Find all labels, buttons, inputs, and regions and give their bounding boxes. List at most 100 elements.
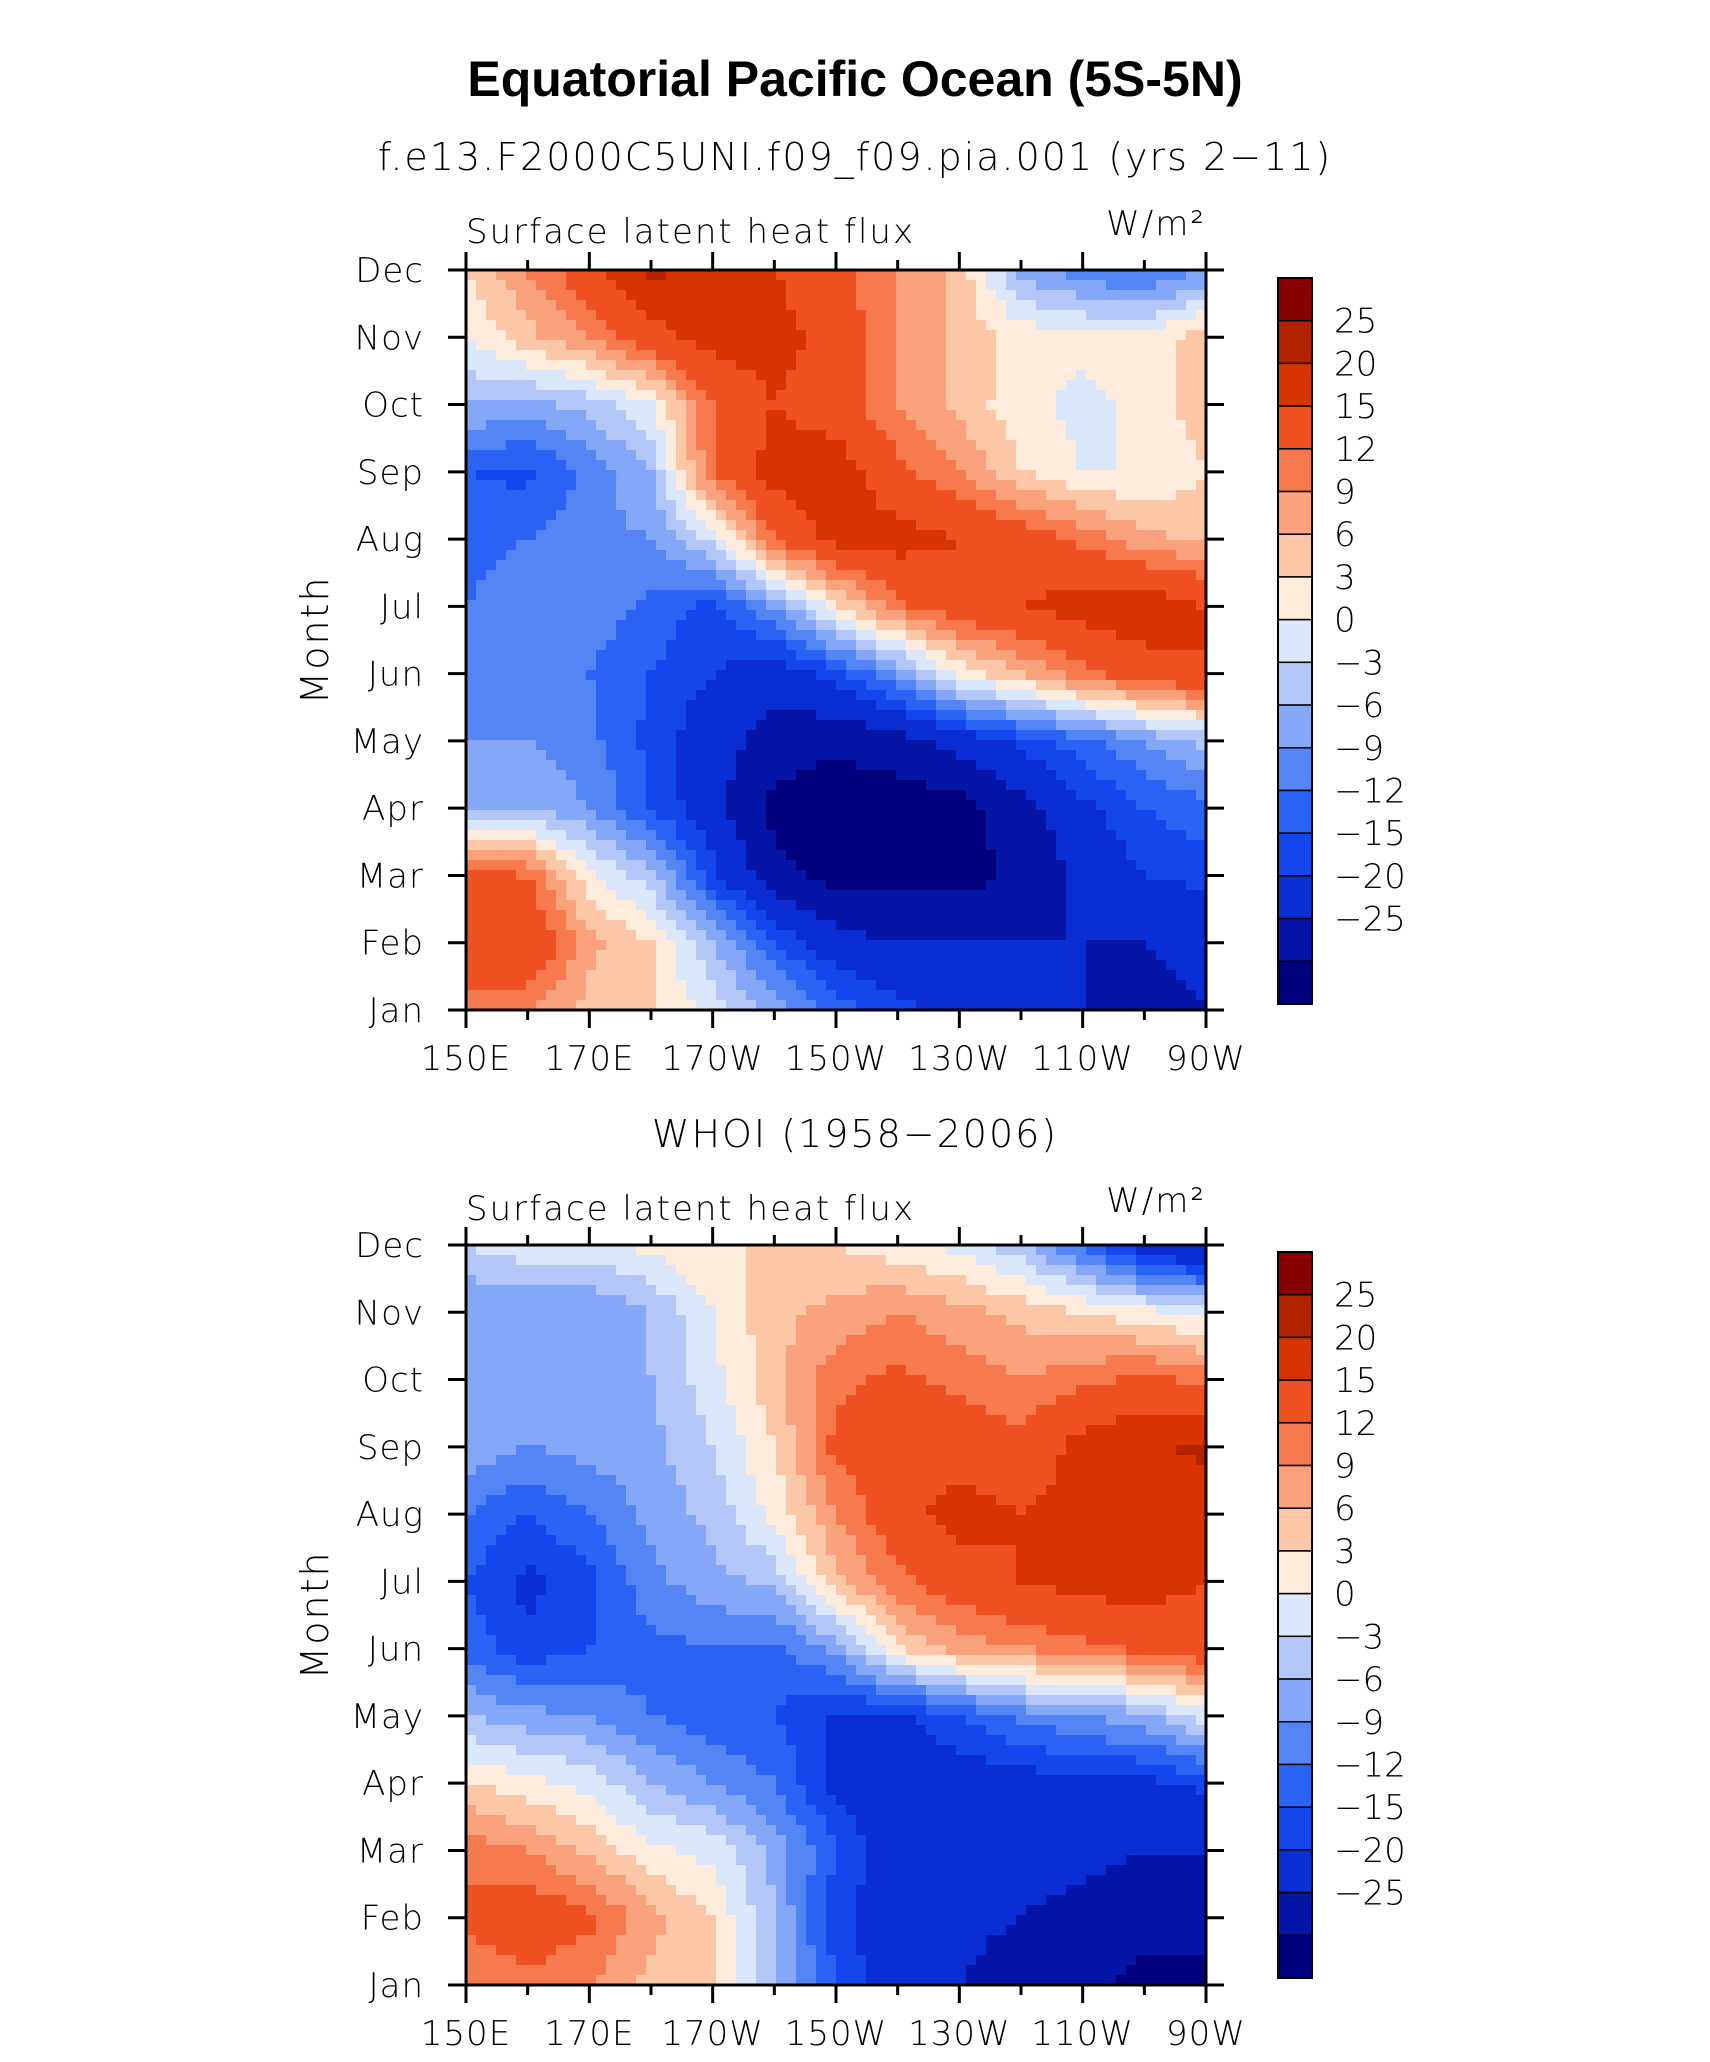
field-cell <box>976 330 987 341</box>
field-cell <box>1056 840 1067 851</box>
field-cell <box>1056 900 1067 911</box>
field-cell <box>716 640 727 651</box>
panel-model: f.e13.F2000C5UNI.f09_f09.pia.001 (yrs 2−… <box>293 135 1406 1079</box>
field-cell <box>476 460 487 471</box>
field-cell <box>646 540 657 551</box>
field-cell <box>966 860 977 871</box>
field-cell <box>566 520 577 531</box>
field-cell <box>696 620 707 631</box>
field-cell <box>596 740 607 751</box>
field-cell <box>756 390 767 401</box>
field-cell <box>996 400 1007 411</box>
field-cell <box>626 520 637 531</box>
field-cell <box>736 750 747 761</box>
field-cell <box>946 900 957 911</box>
field-cell <box>896 480 907 491</box>
field-cell <box>576 270 587 281</box>
field-cell <box>766 670 777 681</box>
field-cell <box>746 820 757 831</box>
field-cell <box>636 760 647 771</box>
field-cell <box>876 500 887 511</box>
field-cell <box>796 530 807 541</box>
field-cell <box>556 420 567 431</box>
field-cell <box>586 920 597 931</box>
field-cell <box>1176 510 1187 521</box>
field-cell <box>606 910 617 921</box>
field-cell <box>1056 850 1067 861</box>
field-cell <box>746 850 757 861</box>
field-cell <box>946 370 957 381</box>
field-cell <box>496 340 507 351</box>
field-cell <box>1196 630 1207 641</box>
field-cell <box>536 280 547 291</box>
field-cell <box>956 890 967 901</box>
field-cell <box>846 390 857 401</box>
field-cell <box>906 360 917 371</box>
field-cell <box>846 650 857 661</box>
field-cell <box>1126 520 1137 531</box>
field-cell <box>936 450 947 461</box>
field-cell <box>546 430 557 441</box>
field-cell <box>656 470 667 481</box>
field-cell <box>706 310 717 321</box>
field-cell <box>786 310 797 321</box>
field-cell <box>1116 750 1127 761</box>
field-cell <box>1186 580 1197 591</box>
field-cell <box>1006 280 1017 291</box>
field-cell <box>856 610 867 621</box>
field-cell <box>1046 400 1057 411</box>
field-cell <box>466 270 477 281</box>
field-cell <box>1166 600 1177 611</box>
field-cell <box>1046 460 1057 471</box>
field-cell <box>896 430 907 441</box>
field-cell <box>1096 580 1107 591</box>
field-cell <box>606 670 617 681</box>
field-cell <box>766 840 777 851</box>
field-cell <box>746 890 757 901</box>
field-cell <box>466 350 477 361</box>
field-cell <box>966 600 977 611</box>
field-cell <box>646 850 657 861</box>
field-cell <box>646 380 657 391</box>
field-cell <box>596 680 607 691</box>
field-cell <box>576 430 587 441</box>
field-cell <box>596 470 607 481</box>
field-cell <box>966 290 977 301</box>
field-cell <box>626 550 637 561</box>
field-cell <box>586 400 597 411</box>
field-cell <box>1126 480 1137 491</box>
field-cell <box>786 330 797 341</box>
field-cell <box>486 410 497 421</box>
field-cell <box>1036 280 1047 291</box>
field-cell <box>1186 290 1197 301</box>
field-cell <box>846 780 857 791</box>
field-cell <box>1066 390 1077 401</box>
field-cell <box>506 900 517 911</box>
field-cell <box>1116 310 1127 321</box>
field-cell <box>706 290 717 301</box>
field-cell <box>806 370 817 381</box>
field-cell <box>486 450 497 461</box>
field-cell <box>826 360 837 371</box>
field-cell <box>646 470 657 481</box>
field-cell <box>1166 640 1177 651</box>
field-cell <box>526 420 537 431</box>
field-cell <box>826 910 837 921</box>
field-cell <box>486 280 497 291</box>
field-cell <box>1096 820 1107 831</box>
field-cell <box>1066 730 1077 741</box>
field-cell <box>1046 290 1057 301</box>
field-cell <box>706 940 717 951</box>
field-cell <box>556 610 567 621</box>
field-cell <box>996 490 1007 501</box>
field-cell <box>826 580 837 591</box>
field-cell <box>1056 530 1067 541</box>
field-cell <box>576 540 587 551</box>
field-cell <box>1116 830 1127 841</box>
field-cell <box>1096 510 1107 521</box>
field-cell <box>1076 740 1087 751</box>
field-cell <box>1186 620 1197 631</box>
field-cell <box>856 850 867 861</box>
field-cell <box>1146 350 1157 361</box>
field-cell <box>1076 930 1087 941</box>
